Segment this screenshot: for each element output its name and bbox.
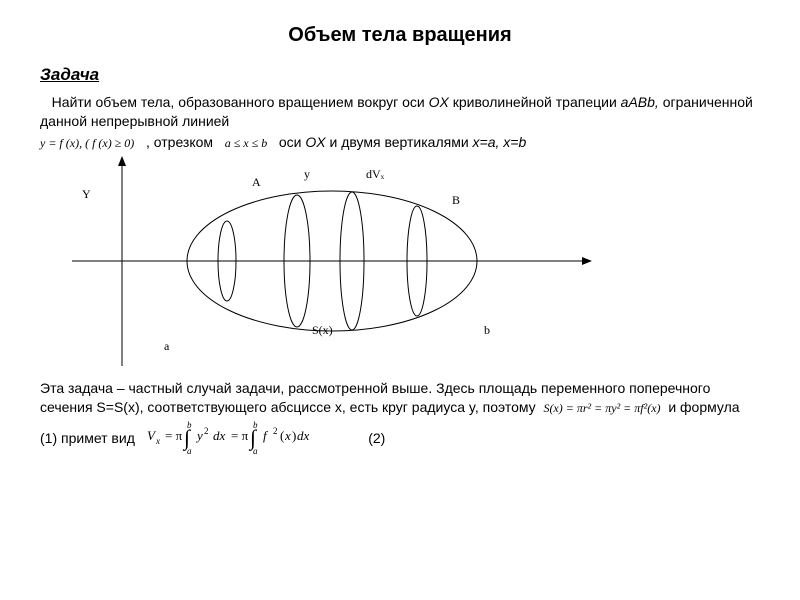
label-endline: и двумя вертикалями xyxy=(326,134,473,150)
formula-y: y = f (x), ( f (x) ≥ 0) xyxy=(40,136,134,150)
page-title: Объем тела вращения xyxy=(40,24,760,47)
svg-text:dVₓ: dVₓ xyxy=(366,167,385,181)
rotation-body-diagram: Yy A BdVₓ a b S(x) xyxy=(72,156,592,366)
axis-ox-2: OX xyxy=(305,134,325,150)
formula-vx-num: (2) xyxy=(368,431,385,447)
svg-text:y: y xyxy=(195,428,203,443)
formula-sx: S(x) = πr² = πy² = πf²(x) xyxy=(543,401,660,415)
svg-text:b: b xyxy=(484,323,490,337)
svg-text:x: x xyxy=(284,428,291,443)
svg-text:y: y xyxy=(304,167,310,181)
formula-vx: Vx = π b ∫ a y2 dx = π b ∫ a f 2 ( x ) d… xyxy=(147,418,357,461)
formula-vx-svg: Vx = π b ∫ a y2 dx = π b ∫ a f 2 ( x ) d… xyxy=(147,418,357,456)
formula-interval: a ≤ x ≤ b xyxy=(225,136,268,150)
svg-text:dx: dx xyxy=(297,428,310,443)
svg-text:2: 2 xyxy=(204,426,209,436)
svg-text:a: a xyxy=(187,446,192,456)
svg-text:A: A xyxy=(252,175,261,189)
svg-text:2: 2 xyxy=(273,426,278,436)
eq-xa-xb: x=a, x=b xyxy=(473,134,527,150)
svg-text:B: B xyxy=(452,193,460,207)
svg-text:(: ( xyxy=(280,428,284,443)
svg-text:f: f xyxy=(263,428,269,443)
label-otrezkom: , отрезком xyxy=(146,134,213,150)
svg-text:= π: = π xyxy=(165,428,183,443)
svg-text:a: a xyxy=(164,339,170,353)
trapezoid-label: aABb, xyxy=(621,94,659,110)
svg-text:= π: = π xyxy=(231,428,249,443)
label-osi: оси xyxy=(275,134,305,150)
diagram-wrap: Yy A BdVₓ a b S(x) xyxy=(72,156,760,371)
axis-ox: OX xyxy=(429,94,449,110)
para-1: Найти объем тела, образованного вращение… xyxy=(40,93,760,131)
p2-c: (1) примет вид xyxy=(40,431,135,447)
svg-text:x: x xyxy=(155,436,160,446)
svg-text:S(x): S(x) xyxy=(312,323,333,337)
section-heading: Задача xyxy=(40,65,760,85)
svg-text:Y: Y xyxy=(82,187,91,201)
svg-text:dx: dx xyxy=(213,428,226,443)
svg-text:): ) xyxy=(292,428,296,443)
para-1b: y = f (x), ( f (x) ≥ 0) , отрезком a ≤ x… xyxy=(40,133,760,152)
para-2: Эта задача – частный случай задачи, расс… xyxy=(40,379,760,417)
p1-suffix: криволинейной трапеции xyxy=(449,94,621,110)
p2-b: и формула xyxy=(668,399,739,415)
p1-prefix: Найти объем тела, образованного вращение… xyxy=(52,94,429,110)
svg-text:a: a xyxy=(253,446,258,456)
para-3: (1) примет вид Vx = π b ∫ a y2 dx = π b … xyxy=(40,418,760,461)
